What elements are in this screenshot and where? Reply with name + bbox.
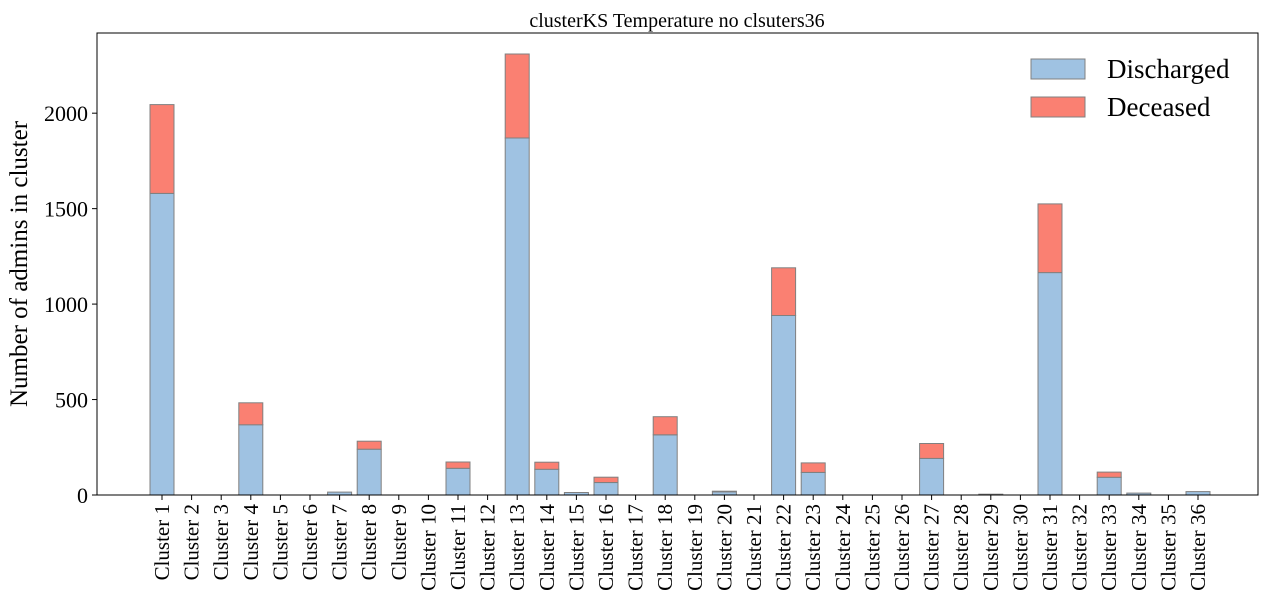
x-tick-label: Cluster 29 bbox=[979, 504, 1003, 591]
x-axis-ticks: Cluster 1 Cluster 2 Cluster 3 Cluster 4 Clus… bbox=[150, 495, 1210, 591]
bar-deceased-16 bbox=[593, 476, 619, 484]
bar-discharged-27 bbox=[919, 457, 945, 496]
x-tick-label: Cluster 19 bbox=[683, 504, 707, 591]
x-tick-label: Cluster 6 bbox=[298, 504, 322, 580]
bar-discharged-4 bbox=[238, 424, 264, 496]
bar-deceased-14 bbox=[534, 461, 560, 470]
bar-deceased-33 bbox=[1096, 471, 1122, 478]
x-tick-label: Cluster 27 bbox=[920, 504, 944, 591]
y-tick-label: 500 bbox=[55, 388, 88, 413]
x-tick-label: Cluster 14 bbox=[535, 504, 559, 591]
bar-discharged-16 bbox=[593, 482, 619, 496]
x-tick-label: Cluster 32 bbox=[1068, 504, 1092, 591]
bar-deceased-1 bbox=[149, 104, 175, 194]
bar-discharged-23 bbox=[800, 472, 826, 496]
bar-deceased-23 bbox=[800, 462, 826, 473]
x-tick-label: Cluster 7 bbox=[328, 504, 352, 580]
x-tick-label: Cluster 8 bbox=[357, 504, 381, 580]
x-tick-label: Cluster 22 bbox=[772, 504, 796, 591]
bar-discharged-8 bbox=[356, 448, 382, 496]
bar-discharged-13 bbox=[504, 137, 530, 496]
bar-discharged-22 bbox=[771, 315, 797, 496]
bar-discharged-33 bbox=[1096, 476, 1122, 496]
x-tick-label: Cluster 9 bbox=[387, 504, 411, 580]
x-tick-label: Cluster 31 bbox=[1038, 504, 1062, 591]
legend-label-discharged: Discharged bbox=[1107, 54, 1230, 84]
x-tick-label: Cluster 34 bbox=[1127, 504, 1151, 591]
legend-label-deceased: Deceased bbox=[1107, 92, 1211, 122]
x-tick-label: Cluster 35 bbox=[1156, 504, 1180, 591]
x-tick-label: Cluster 28 bbox=[949, 504, 973, 591]
x-tick-label: Cluster 30 bbox=[1008, 504, 1032, 591]
bar-deceased-20 bbox=[711, 490, 737, 493]
y-axis-label: Number of admins in cluster bbox=[6, 120, 33, 407]
bar-discharged-1 bbox=[149, 192, 175, 496]
bar-discharged-36 bbox=[1185, 491, 1211, 496]
bar-deceased-11 bbox=[445, 461, 471, 469]
x-tick-label: Cluster 21 bbox=[742, 504, 766, 591]
x-tick-label: Cluster 2 bbox=[180, 504, 204, 580]
bar-discharged-14 bbox=[534, 468, 560, 496]
bar-discharged-18 bbox=[652, 434, 678, 496]
x-tick-label: Cluster 18 bbox=[653, 504, 677, 591]
y-tick-label: 1000 bbox=[44, 292, 88, 317]
bar-discharged-31 bbox=[1037, 272, 1063, 496]
x-tick-label: Cluster 20 bbox=[712, 504, 736, 591]
x-tick-label: Cluster 26 bbox=[890, 504, 914, 591]
bar-deceased-18 bbox=[652, 416, 678, 436]
x-tick-label: Cluster 33 bbox=[1097, 504, 1121, 591]
x-tick-label: Cluster 4 bbox=[239, 504, 263, 581]
x-tick-label: Cluster 24 bbox=[831, 504, 855, 591]
x-tick-label: Cluster 36 bbox=[1186, 504, 1210, 591]
x-tick-label: Cluster 25 bbox=[860, 504, 884, 591]
x-tick-label: Cluster 13 bbox=[505, 504, 529, 591]
x-tick-label: Cluster 12 bbox=[476, 504, 500, 591]
y-axis-ticks: 0 500 1000 1500 2000 bbox=[44, 101, 97, 508]
x-tick-label: Cluster 15 bbox=[564, 504, 588, 591]
x-tick-label: Cluster 16 bbox=[594, 504, 618, 591]
bar-deceased-22 bbox=[771, 267, 797, 316]
bar-discharged-11 bbox=[445, 467, 471, 496]
legend-swatch-deceased bbox=[1030, 96, 1086, 118]
x-tick-label: Cluster 1 bbox=[150, 504, 174, 580]
bar-deceased-27 bbox=[919, 443, 945, 459]
bars-group bbox=[149, 53, 1211, 496]
x-tick-label: Cluster 10 bbox=[416, 504, 440, 591]
bar-deceased-13 bbox=[504, 53, 530, 139]
plot-area-frame bbox=[96, 32, 1259, 496]
x-tick-label: Cluster 3 bbox=[209, 504, 233, 580]
legend-swatch-discharged bbox=[1030, 58, 1086, 80]
x-tick-label: Cluster 23 bbox=[801, 504, 825, 591]
bar-deceased-8 bbox=[356, 440, 382, 450]
chart-title: clusterKS Temperature no clsuters36 bbox=[529, 10, 824, 32]
y-tick-label: 0 bbox=[77, 483, 88, 508]
x-tick-label: Cluster 17 bbox=[624, 504, 648, 591]
bar-deceased-31 bbox=[1037, 203, 1063, 274]
x-tick-label: Cluster 5 bbox=[268, 504, 292, 580]
bar-deceased-4 bbox=[238, 402, 264, 426]
x-tick-label: Cluster 11 bbox=[446, 504, 470, 590]
y-tick-label: 1500 bbox=[44, 197, 88, 222]
legend: Discharged Deceased bbox=[1030, 54, 1230, 122]
y-tick-label: 2000 bbox=[44, 101, 88, 126]
